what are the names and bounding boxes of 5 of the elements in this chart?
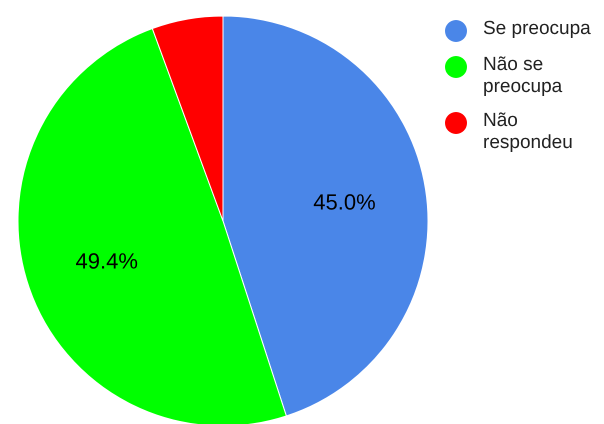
data-label: 45.0% [313,189,376,214]
legend-label: Se preocupa [483,18,592,40]
data-label: 49.4% [76,248,138,274]
legend-label: Não se preocupa [483,54,564,98]
legend-label: Não respondeu [483,110,574,154]
